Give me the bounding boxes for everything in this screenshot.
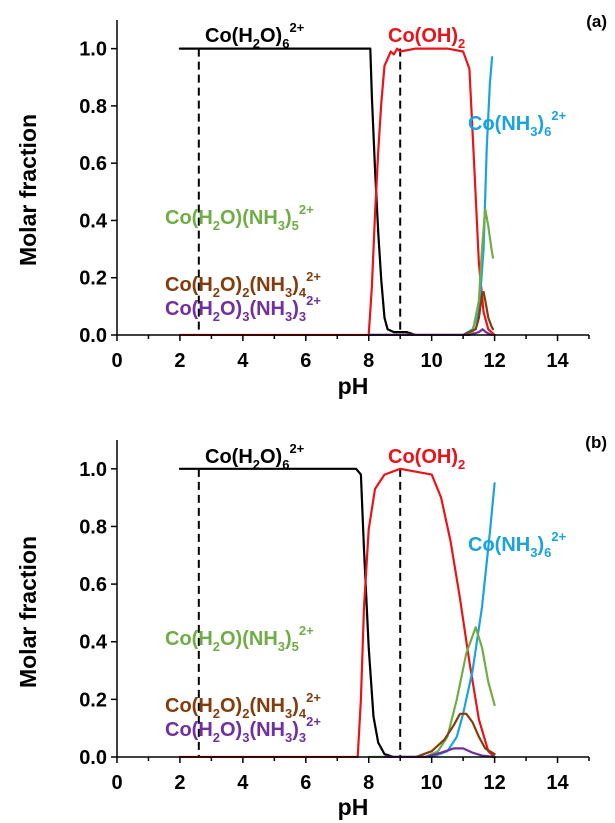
panel-a-x-tick-labels: 0 2 4 6 8 10 12 14 [111,350,569,372]
panel-b-x-tick-label: 10 [421,772,443,794]
panel-a-series-line [178,47,417,336]
panel-b-y-tick-label: 0.2 [79,689,107,711]
panel-b-x-tick-label: 8 [363,772,374,794]
panel-b-y-tick-label: 1.0 [79,459,107,481]
panel-a-y-ticks [111,47,117,336]
panel-b-label-aqua: Co(H2O)62+ [205,441,305,472]
panel-a-x-tick-label: 2 [174,350,185,372]
panel-a-x-ticks [116,335,590,341]
panel-b-y-ticks [111,468,117,758]
panel-a-y-tick-label: 0.4 [79,210,108,232]
panel-a-label-aqua: Co(H2O)62+ [205,20,305,51]
panel-b-series-lines [178,467,496,758]
panel-a-y-tick-label: 0.0 [79,325,107,347]
panel-a-y-tick-label: 0.8 [79,96,107,118]
panel-a-label-pentaammine: Co(H2O)(NH3)52+ [165,202,314,233]
panel-b-x-tick-label: 14 [546,772,569,794]
panel-b-x-tick-label: 2 [174,772,185,794]
panel-a-series-line [178,47,496,336]
panel-a-y-tick-label: 0.2 [79,268,107,290]
panel-a-x-tick-label: 4 [237,350,249,372]
panel-a-x-tick-label: 10 [421,350,443,372]
panel-b-label-pentaammine: Co(H2O)(NH3)52+ [165,623,314,654]
panel-a-plot [178,47,496,336]
panel-b-plot [178,467,496,758]
panel-a-x-axis-label: pH [338,373,369,399]
panel-a-y-tick-labels: 0.0 0.2 0.4 0.6 0.8 1.0 [79,39,108,347]
panel-a-series-line [367,290,495,336]
panel-a-label: (a) [586,12,607,31]
panel-b-x-tick-labels: 0 2 4 6 8 10 12 14 [111,772,569,794]
panel-b-label-hexaammine: Co(NH3)62+ [468,529,567,560]
panel-b: 0 2 4 6 8 10 12 14 0.0 0.2 0.4 0.6 0.8 1.0 pH Molar … [15,433,607,820]
panel-b-label: (b) [585,433,607,452]
panel-b-y-tick-label: 0.0 [79,747,107,769]
panel-b-label-tetraammine: Co(H2O)2(NH3)42+ [165,690,321,721]
panel-b-x-tick-label: 4 [237,772,249,794]
panel-a-x-tick-label: 6 [300,350,311,372]
panel-a-series-line [367,207,495,336]
panel-b-y-tick-label: 0.6 [79,574,107,596]
panel-a: 0 2 4 6 8 10 12 14 0.0 0.2 0.4 0.6 0.8 1.0 pH Molar … [15,12,607,399]
panel-b-x-tick-label: 6 [300,772,311,794]
panel-a-x-tick-label: 14 [546,350,569,372]
panel-b-series-line [367,482,496,758]
panel-a-x-tick-label: 8 [363,350,374,372]
panel-b-y-tick-label: 0.8 [79,516,107,538]
panel-b-series-line [383,712,496,758]
panel-a-x-tick-label: 0 [111,350,122,372]
panel-a-x-tick-label: 12 [483,350,505,372]
panel-a-label-hexaammine: Co(NH3)62+ [468,108,567,139]
panel-b-series-line [178,467,496,758]
panel-a-series-lines [178,47,496,336]
panel-b-x-axis-label: pH [338,794,369,820]
panel-b-x-tick-label: 12 [483,772,505,794]
panel-b-y-tick-labels: 0.0 0.2 0.4 0.6 0.8 1.0 [79,459,108,769]
panel-b-series-line [178,467,395,758]
panel-a-label-tetraammine: Co(H2O)2(NH3)42+ [165,269,321,300]
panel-a-y-tick-label: 1.0 [79,39,107,61]
panel-a-series-line [367,56,494,336]
panel-a-label-hydroxide: Co(OH)2 [388,25,465,51]
panel-b-label-hydroxide: Co(OH)2 [388,446,465,472]
panel-b-x-tick-label: 0 [111,772,122,794]
panel-b-y-tick-label: 0.4 [79,632,108,654]
panel-a-y-tick-label: 0.6 [79,153,107,175]
panel-b-y-axis-label: Molar fraction [15,536,41,688]
panel-b-series-line [367,626,496,758]
panel-a-y-axis-label: Molar fraction [15,114,41,266]
panel-b-x-ticks [116,757,590,763]
